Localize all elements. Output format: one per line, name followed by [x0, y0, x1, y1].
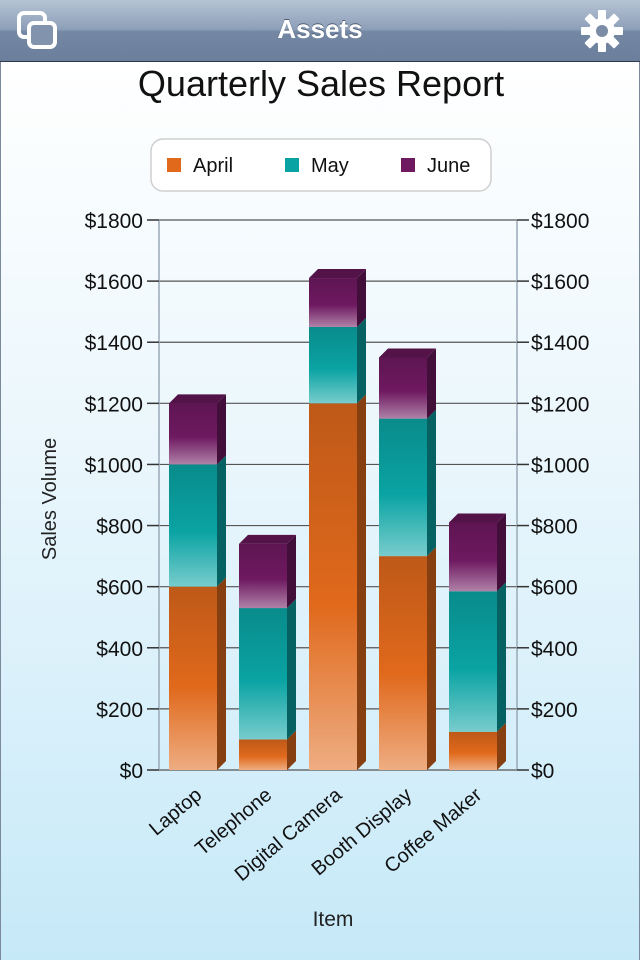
bar-digital-camera-may: [309, 317, 366, 404]
y-tick-label-right: $200: [531, 699, 578, 722]
bar-coffee-maker-may: [449, 582, 506, 732]
bar-laptop-june: [169, 394, 226, 465]
bar-coffee-maker-june: [449, 513, 506, 592]
x-axis-label: Item: [313, 908, 354, 931]
legend-swatch-may: [285, 158, 299, 172]
y-tick-label: $1200: [85, 393, 143, 416]
y-tick-label: $1600: [85, 271, 143, 294]
y-tick-label: $800: [96, 516, 143, 539]
bar-digital-camera-april: [309, 394, 366, 770]
sales-chart: Quarterly Sales Report April May June $0 $0…: [39, 63, 589, 931]
x-tick-label-laptop: Laptop: [145, 784, 206, 840]
y-tick-label-right: $0: [531, 760, 554, 783]
y-tick-label-right: $400: [531, 638, 578, 661]
y-tick-label-right: $1000: [531, 454, 589, 477]
windows-icon: [17, 11, 57, 49]
y-tick-label: $1400: [85, 332, 143, 355]
legend-label-june: June: [427, 155, 470, 177]
gear-icon: [581, 10, 623, 52]
bar-booth-display-may: [379, 409, 436, 557]
legend-swatch-june: [401, 158, 415, 172]
page-title: Assets: [277, 14, 363, 44]
y-tick-label: $1800: [85, 210, 143, 233]
y-tick-label-right: $800: [531, 516, 578, 539]
bar-booth-display-april: [379, 547, 436, 770]
y-tick-label: $1000: [85, 454, 143, 477]
bar-digital-camera-june: [309, 269, 366, 327]
windows-button[interactable]: [14, 8, 62, 54]
y-tick-label-right: $600: [531, 577, 578, 600]
settings-button[interactable]: [578, 7, 626, 55]
y-tick-label-right: $1200: [531, 393, 589, 416]
bar-laptop-may: [169, 455, 226, 587]
bar-booth-display-june: [379, 348, 436, 419]
legend-box: [150, 138, 492, 192]
legend-swatch-april: [167, 158, 181, 172]
legend-label-may: May: [311, 155, 349, 177]
bar-telephone-may: [239, 599, 296, 740]
chart-area: Quarterly Sales Report April May June $0 $0…: [0, 62, 640, 960]
y-tick-label-right: $1800: [531, 210, 589, 233]
y-tick-label: $0: [120, 760, 143, 783]
navigation-bar: Assets: [0, 0, 640, 62]
chart-title: Quarterly Sales Report: [138, 63, 504, 104]
y-tick-label: $600: [96, 577, 143, 600]
y-axis-label: Sales Volume: [39, 438, 61, 560]
bar-telephone-june: [239, 534, 296, 609]
bar-coffee-maker-april: [449, 722, 506, 770]
y-tick-label-right: $1400: [531, 332, 589, 355]
legend-label-april: April: [193, 155, 233, 177]
bar-telephone-april: [239, 730, 296, 770]
bar-laptop-april: [169, 577, 226, 770]
y-tick-label: $400: [96, 638, 143, 661]
y-tick-label: $200: [96, 699, 143, 722]
y-tick-label-right: $1600: [531, 271, 589, 294]
